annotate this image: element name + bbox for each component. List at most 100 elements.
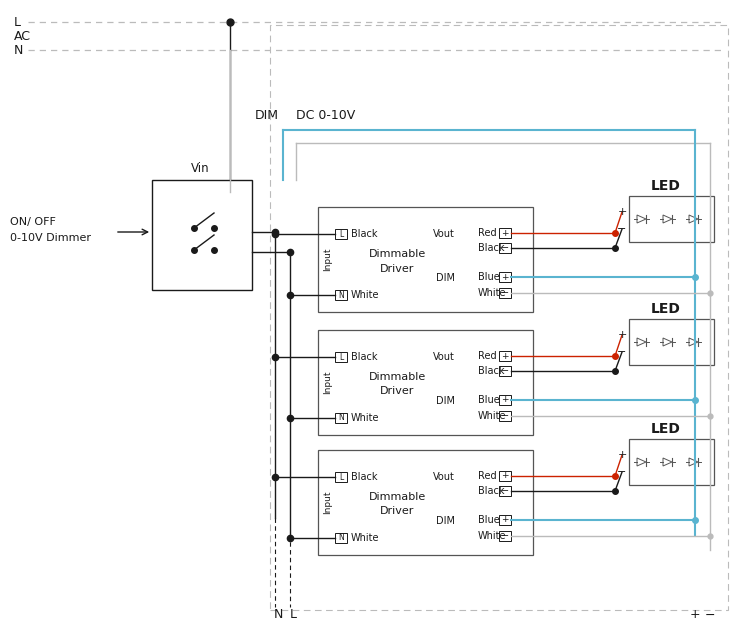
Text: +: + [501,352,509,361]
Polygon shape [637,458,646,466]
Bar [335,413,347,423]
Bar [629,196,714,242]
Bar [629,439,714,485]
Text: L: L [339,473,343,482]
Text: Black: Black [351,229,377,239]
Text: −: − [501,486,509,496]
Bar [499,515,511,525]
Polygon shape [663,458,672,466]
Text: Blue: Blue [478,395,500,405]
Bar [629,319,714,365]
Text: Dimmable: Dimmable [369,249,426,258]
Text: +: + [501,471,509,480]
Text: White: White [478,411,506,421]
Text: Dimmable: Dimmable [369,491,426,502]
Text: White: White [351,413,380,423]
Text: Vout: Vout [433,472,455,482]
Text: Black: Black [478,486,505,496]
Text: Driver: Driver [380,506,415,516]
Bar [335,352,347,362]
Text: Driver: Driver [380,263,415,274]
Text: +: + [501,395,509,404]
Text: Red: Red [478,471,496,481]
Polygon shape [637,338,646,346]
Bar [152,180,252,290]
Bar [335,290,347,300]
Bar [270,25,728,610]
Text: Blue: Blue [478,272,500,282]
Text: 0-10V Dimmer: 0-10V Dimmer [10,233,91,243]
Text: +: + [501,272,509,281]
Bar [318,450,533,555]
Text: −: − [501,243,509,253]
Bar [499,351,511,361]
Bar [335,229,347,239]
Text: −: − [501,411,509,421]
Text: LED: LED [650,422,680,436]
Bar [499,228,511,238]
Text: L: L [339,352,343,361]
Polygon shape [689,215,698,223]
Bar [335,533,347,543]
Text: −: − [617,224,627,234]
Text: N: N [338,290,344,299]
Text: White: White [351,533,380,543]
Text: LED: LED [650,179,680,193]
Text: DIM: DIM [436,273,455,283]
Text: Red: Red [478,228,496,238]
Text: +: + [690,609,700,621]
Text: −: − [617,347,627,357]
Text: White: White [478,531,506,541]
Text: −: − [501,531,509,541]
Text: Vin: Vin [190,162,209,175]
Polygon shape [637,215,646,223]
Text: Blue: Blue [478,515,500,525]
Text: Input: Input [323,491,332,515]
Polygon shape [689,458,698,466]
Text: N: N [338,533,344,542]
Text: Vout: Vout [433,229,455,239]
Text: LED: LED [650,302,680,316]
Text: +: + [501,515,509,524]
Bar [499,486,511,496]
Text: Input: Input [323,248,332,271]
Text: N: N [338,413,344,422]
Text: Black: Black [478,243,505,253]
Bar [318,207,533,312]
Bar [499,531,511,541]
Bar [499,471,511,481]
Text: Dimmable: Dimmable [369,372,426,381]
Text: DC 0-10V: DC 0-10V [296,108,356,122]
Text: ON/ OFF: ON/ OFF [10,217,56,227]
Text: L: L [14,15,21,28]
Text: N: N [14,44,23,57]
Text: −: − [501,366,509,376]
Bar [499,243,511,253]
Bar [499,411,511,421]
Text: Driver: Driver [380,386,415,397]
Bar [318,330,533,435]
Text: L: L [290,609,296,621]
Text: L: L [339,229,343,238]
Text: AC: AC [14,30,31,43]
Text: Input: Input [323,371,332,394]
Text: +: + [501,229,509,238]
Bar [335,472,347,482]
Text: DIM: DIM [436,396,455,406]
Text: +: + [617,450,627,460]
Text: Red: Red [478,351,496,361]
Text: Black: Black [351,352,377,362]
Text: +: + [617,330,627,340]
Text: DIM: DIM [255,108,279,122]
Bar [499,366,511,376]
Bar [499,272,511,282]
Text: DIM: DIM [436,516,455,526]
Text: +: + [617,207,627,217]
Bar [499,395,511,405]
Text: −: − [617,467,627,477]
Text: Vout: Vout [433,352,455,362]
Text: White: White [351,290,380,300]
Text: −: − [705,609,716,621]
Polygon shape [663,215,672,223]
Polygon shape [663,338,672,346]
